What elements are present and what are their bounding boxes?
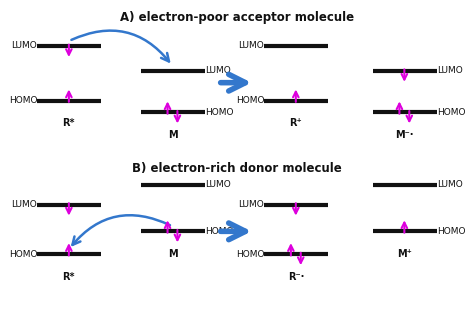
Text: M: M [168,130,177,140]
Text: R⁻·: R⁻· [288,272,304,282]
Text: M⁻·: M⁻· [395,130,414,140]
Text: M: M [168,249,177,259]
Text: HOMO: HOMO [236,250,264,259]
Text: LUMO: LUMO [437,180,463,189]
Text: LUMO: LUMO [238,42,264,50]
Text: A) electron-poor acceptor molecule: A) electron-poor acceptor molecule [119,11,354,24]
Text: LUMO: LUMO [11,200,37,209]
Text: HOMO: HOMO [205,108,234,117]
Text: HOMO: HOMO [437,227,465,236]
Text: B) electron-rich donor molecule: B) electron-rich donor molecule [132,162,341,175]
Text: R⁺: R⁺ [290,118,302,128]
Text: LUMO: LUMO [11,42,37,50]
Text: HOMO: HOMO [236,96,264,105]
Text: LUMO: LUMO [437,66,463,75]
Text: LUMO: LUMO [238,200,264,209]
Text: LUMO: LUMO [205,66,231,75]
Text: HOMO: HOMO [437,108,465,117]
Text: R*: R* [63,272,75,282]
Text: HOMO: HOMO [9,96,37,105]
Text: LUMO: LUMO [205,180,231,189]
Text: HOMO: HOMO [9,250,37,259]
Text: M⁺: M⁺ [397,249,412,259]
Text: R*: R* [63,118,75,128]
Text: HOMO: HOMO [205,227,234,236]
